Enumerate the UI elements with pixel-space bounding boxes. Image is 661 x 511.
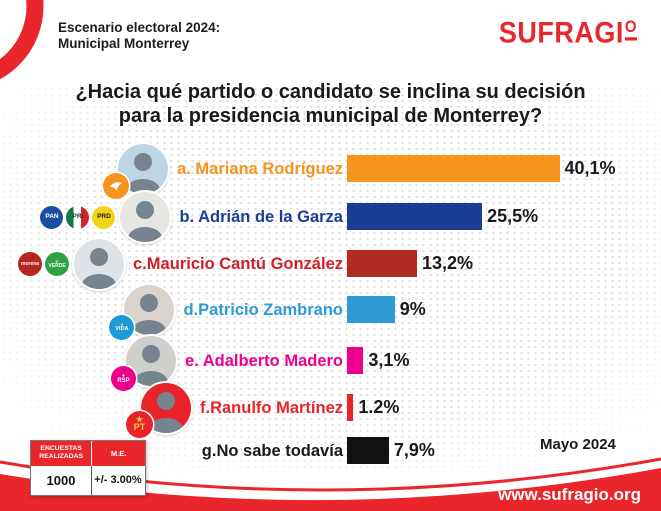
surveys-value-cell: 1000 [31, 465, 92, 495]
candidate-photo [124, 334, 178, 388]
methodology-table-header: ENCUESTAS REALIZADAS M.E. [31, 441, 145, 466]
candidate-media-cluster: morena ✓ VERDE [18, 237, 127, 291]
vida-party-logo: ● VIDA [109, 315, 135, 340]
margin-error-header-cell: M.E. [110, 448, 127, 458]
result-bar [347, 437, 389, 464]
mc-eagle-icon [109, 182, 123, 191]
result-value: 9% [399, 299, 426, 319]
vida-party-logo-accent-glyph: ● [120, 321, 124, 328]
rsp-party-logo-text: RSP [117, 377, 130, 384]
result-bar [347, 155, 560, 182]
red-arc-decoration [0, 0, 44, 80]
candidate-label: e. Adalberto Madero [185, 351, 343, 370]
pri-party-logo-text: PRI [72, 212, 84, 220]
title-line-1: ¿Hacia qué partido o candidato se inclin… [75, 81, 586, 103]
candidate-label: c.Mauricio Cantú González [133, 254, 343, 273]
vida-party-logo-text: VIDA [115, 325, 129, 332]
candidate-photo [72, 237, 127, 291]
title-line-2: para la presidencia municipal de Monterr… [118, 105, 543, 127]
methodology-table: ENCUESTAS REALIZADAS M.E. 1000 +/- 3.00% [30, 440, 146, 496]
rsp-party-logo: ♦ RSP [111, 366, 136, 391]
candidate-media-cluster: ♦ RSP [111, 334, 178, 391]
morena-party-logo-text: morena [21, 260, 40, 267]
website-url: www.sufragio.org [498, 485, 641, 504]
pan-party-logo: PAN [40, 205, 64, 229]
result-value: 40,1% [564, 158, 616, 178]
result-value: 25,5% [487, 206, 539, 226]
candidate-label: f.Ranulfo Martínez [200, 398, 343, 417]
pt-party-logo: ★ PT [126, 411, 153, 438]
result-value: 1.2% [358, 397, 400, 417]
sufragio-logo: SUFRAGIO [499, 17, 637, 50]
result-bar [347, 394, 354, 421]
prd-party-logo-text: PRD [97, 212, 111, 220]
poll-row-left: ● VIDA d.Patricio Zambrano [0, 283, 343, 340]
poll-row-left: g.No sabe todavía [0, 426, 343, 476]
candidate-label: a. Mariana Rodríguez [177, 159, 343, 178]
logo-text: SUFRAGI [498, 16, 624, 50]
report-kicker: Escenario electoral 2024: Municipal Mont… [58, 20, 220, 52]
rsp-party-logo-accent-glyph: ♦ [122, 372, 125, 379]
candidate-label: b. Adrián de la Garza [179, 207, 343, 226]
candidate-photo [118, 190, 173, 244]
survey-date: Mayo 2024 [540, 436, 616, 453]
candidate-media-cluster: ★ PT [126, 381, 193, 438]
result-value: 7,9% [393, 440, 435, 460]
candidate-label: d.Patricio Zambrano [183, 300, 343, 319]
candidate-media-cluster: PAN PRI PRD [40, 190, 173, 244]
morena-party-logo: morena [18, 252, 43, 276]
logo-ordinal-o: O [624, 17, 637, 41]
poll-row-left: ★ PT f.Ranulfo Martínez [0, 381, 343, 438]
kicker-line-2: Municipal Monterrey [58, 36, 190, 51]
result-bar [347, 296, 395, 323]
result-bar [347, 203, 483, 230]
margin-error-value-cell: +/- 3.00% [94, 474, 142, 487]
mc-party-logo [103, 173, 130, 199]
result-value: 13,2% [421, 253, 473, 273]
verde-party-logo: ✓ VERDE [45, 252, 70, 276]
poll-row-left: morena ✓ VERDE c.Mauricio Cantú González [0, 237, 343, 291]
surveys-header-cell: ENCUESTAS REALIZADAS [31, 441, 93, 466]
result-value: 3,1% [368, 350, 410, 370]
result-bar [347, 347, 364, 374]
poll-row-left: a. Mariana Rodríguez [0, 142, 343, 199]
candidate-media-cluster [103, 142, 171, 199]
verde-party-logo-accent-glyph: ✓ [54, 258, 60, 265]
pt-party-logo-accent-glyph: ★ [135, 414, 144, 424]
result-bar [347, 250, 417, 277]
pan-party-logo-text: PAN [45, 212, 59, 220]
prd-party-logo: PRD [92, 205, 116, 229]
poll-row-left: PAN PRI PRD b. Adrián de la Garza [0, 190, 343, 244]
poll-row-left: ♦ RSP e. Adalberto Madero [0, 334, 343, 391]
pt-party-logo-text: PT [133, 422, 146, 433]
poll-question-title: ¿Hacia qué partido o candidato se inclin… [0, 80, 661, 128]
methodology-table-values: 1000 +/- 3.00% [31, 465, 145, 495]
candidate-label: g.No sabe todavía [201, 441, 343, 460]
verde-party-logo-text: VERDE [48, 262, 66, 269]
pri-party-logo: PRI [66, 205, 90, 229]
kicker-line-1: Escenario electoral 2024: [58, 20, 221, 35]
candidate-media-cluster: ● VIDA [109, 283, 177, 340]
